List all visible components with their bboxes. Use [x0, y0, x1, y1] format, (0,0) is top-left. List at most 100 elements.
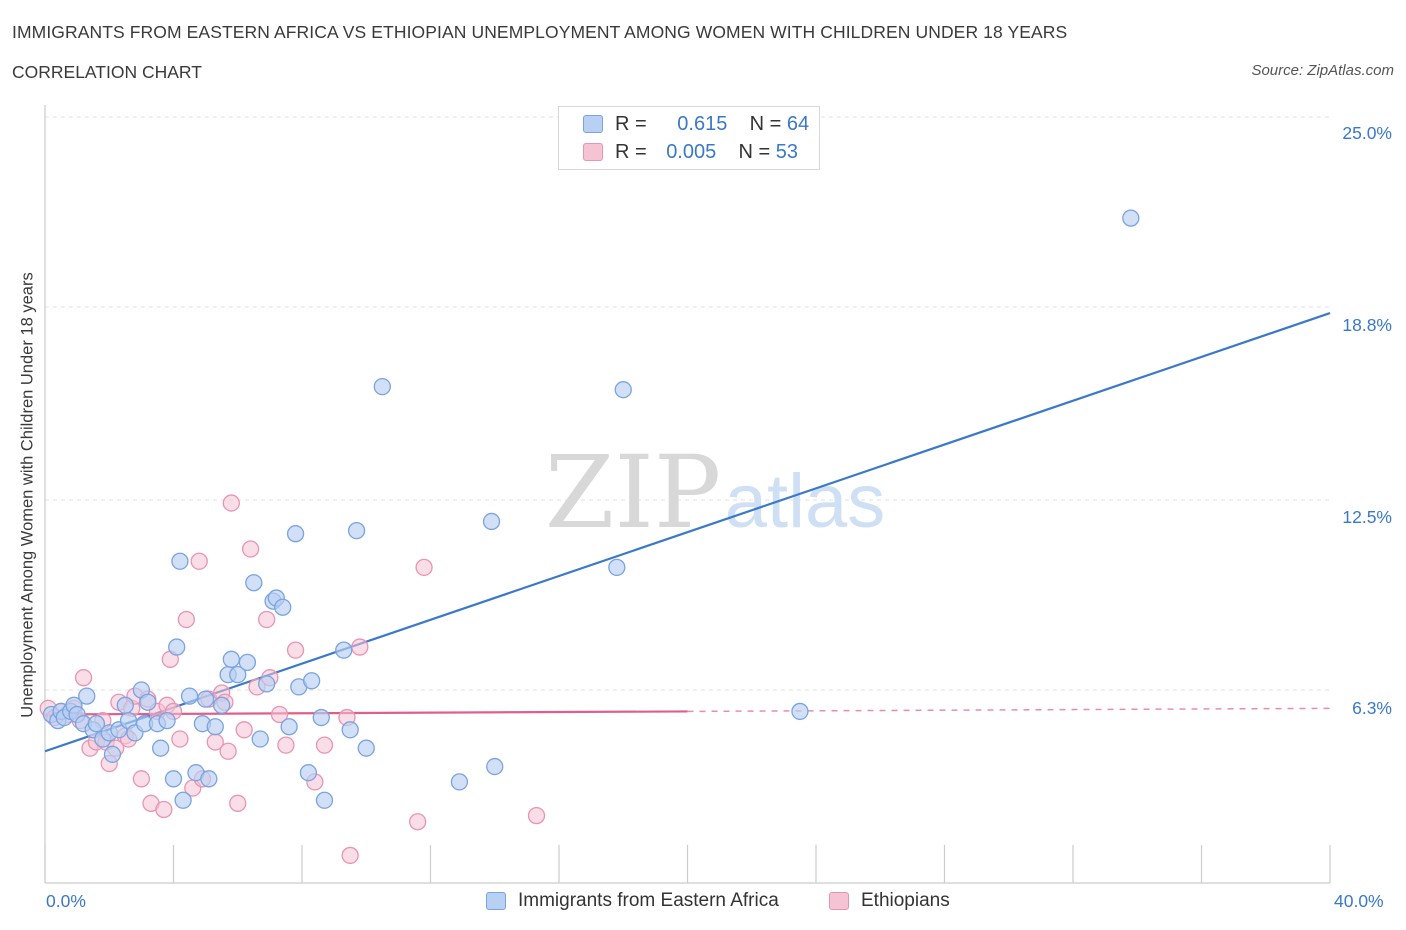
ethiopians-trend-line: [44, 710, 688, 716]
eastern-africa-point: [258, 675, 276, 693]
eastern-africa-point: [341, 721, 359, 739]
eastern-africa-point: [158, 711, 176, 730]
ethiopians-trend-extension: [687, 707, 1331, 713]
watermark-zip: ZIP: [545, 434, 721, 551]
eastern-africa-point: [164, 770, 183, 788]
eastern-africa-trend-line: [44, 312, 1331, 753]
ethiopians-points: [39, 494, 546, 865]
y-tick-label: 6.3%: [1352, 698, 1392, 718]
ethiopians-point: [177, 610, 196, 629]
legend-row-eastern-africa: R = 0.615 N = 64: [583, 111, 809, 137]
ethiopians-point: [258, 610, 276, 629]
eastern-africa-point: [206, 718, 224, 736]
correlation-legend: R = 0.615 N = 64 R = 0.005 N = 53: [558, 106, 820, 170]
x-tick-label: 40.0%: [1334, 891, 1384, 911]
ethiopians-point: [408, 813, 427, 831]
eastern-africa-point: [200, 770, 218, 788]
eastern-africa-point: [245, 574, 263, 592]
eastern-africa-point: [78, 687, 96, 705]
eastern-africa-point: [335, 641, 353, 659]
legend-r-label: R =: [615, 112, 647, 135]
bottom-legend-eastern-africa: Immigrants from Eastern Africa: [486, 890, 779, 912]
ethiopians-point: [351, 638, 369, 656]
legend-row-ethiopians: R = 0.005 N = 53: [583, 139, 798, 165]
eastern-africa-point: [196, 690, 215, 708]
legend-swatch-pink: [829, 892, 849, 910]
legend-n-value: 53: [775, 140, 798, 163]
y-axis-label: Unemployment Among Women with Children U…: [18, 272, 37, 718]
eastern-africa-point: [171, 552, 189, 570]
eastern-africa-point: [608, 558, 626, 577]
legend-r-value: 0.615: [677, 112, 728, 135]
legend-n-value: 64: [786, 112, 810, 135]
ethiopians-point: [171, 730, 189, 748]
legend-label-ethiopians: Ethiopians: [861, 890, 950, 911]
legend-r-value: 0.005: [666, 140, 717, 163]
eastern-africa-point: [614, 381, 632, 399]
eastern-africa-point: [229, 665, 247, 684]
watermark-atlas: atlas: [725, 459, 886, 544]
x-tick-label: 0.0%: [46, 891, 86, 911]
ethiopians-point: [277, 736, 295, 754]
eastern-africa-point: [238, 653, 257, 672]
eastern-africa-point: [87, 715, 106, 733]
eastern-africa-point: [213, 696, 231, 714]
eastern-africa-point: [373, 377, 391, 396]
eastern-africa-point: [274, 598, 292, 616]
eastern-africa-point: [103, 745, 122, 763]
eastern-africa-point: [347, 521, 366, 540]
eastern-africa-point: [312, 708, 330, 727]
legend-n-label: N =: [749, 112, 782, 135]
ethiopians-point: [155, 800, 173, 819]
y-tick-label: 25.0%: [1342, 123, 1392, 143]
ethiopians-point: [229, 794, 247, 812]
eastern-africa-point: [174, 791, 192, 809]
eastern-africa-point: [315, 791, 334, 809]
eastern-africa-point: [280, 718, 298, 736]
eastern-africa-point: [357, 739, 375, 757]
ethiopians-point: [415, 558, 433, 577]
ethiopians-point: [286, 641, 305, 659]
eastern-africa-point: [251, 730, 269, 748]
ethiopians-point: [315, 736, 334, 754]
eastern-africa-point: [299, 764, 318, 782]
eastern-africa-points: [42, 209, 1140, 809]
legend-swatch-blue: [486, 892, 506, 910]
axes: [44, 105, 1331, 884]
ethiopians-point: [235, 721, 253, 739]
eastern-africa-point: [139, 693, 157, 711]
eastern-africa-point: [180, 687, 199, 705]
legend-label-eastern-africa: Immigrants from Eastern Africa: [518, 890, 779, 911]
eastern-africa-point: [1122, 209, 1140, 227]
eastern-africa-point: [791, 702, 809, 721]
eastern-africa-point: [286, 525, 305, 543]
y-tick-label: 18.8%: [1342, 315, 1392, 335]
chart-title: IMMIGRANTS FROM EASTERN AFRICA VS ETHIOP…: [12, 22, 1068, 42]
ethiopians-point: [219, 742, 237, 760]
ethiopians-point: [74, 669, 93, 687]
source-note: Source: ZipAtlas.com: [1251, 62, 1394, 79]
watermark: ZIP atlas: [545, 434, 885, 551]
legend-swatch-blue: [583, 115, 603, 133]
ethiopians-point: [190, 552, 208, 570]
ethiopians-point: [341, 846, 359, 865]
chart-subtitle: CORRELATION CHART: [12, 62, 202, 82]
ethiopians-point: [222, 494, 240, 512]
eastern-africa-point: [168, 638, 186, 656]
bottom-legend-ethiopians: Ethiopians: [829, 890, 950, 912]
eastern-africa-point: [302, 672, 321, 690]
legend-r-label: R =: [615, 140, 647, 163]
trend-lines: [44, 312, 1331, 753]
ethiopians-point: [241, 540, 260, 558]
y-tick-label: 12.5%: [1342, 507, 1392, 527]
ethiopians-point: [132, 770, 151, 788]
ethiopians-point: [270, 705, 289, 724]
eastern-africa-point: [482, 512, 501, 531]
eastern-africa-point: [116, 696, 134, 714]
legend-swatch-pink: [583, 143, 603, 161]
eastern-africa-point: [151, 739, 170, 757]
eastern-africa-point: [222, 650, 240, 668]
ethiopians-point: [527, 806, 546, 825]
eastern-africa-point: [486, 757, 504, 776]
